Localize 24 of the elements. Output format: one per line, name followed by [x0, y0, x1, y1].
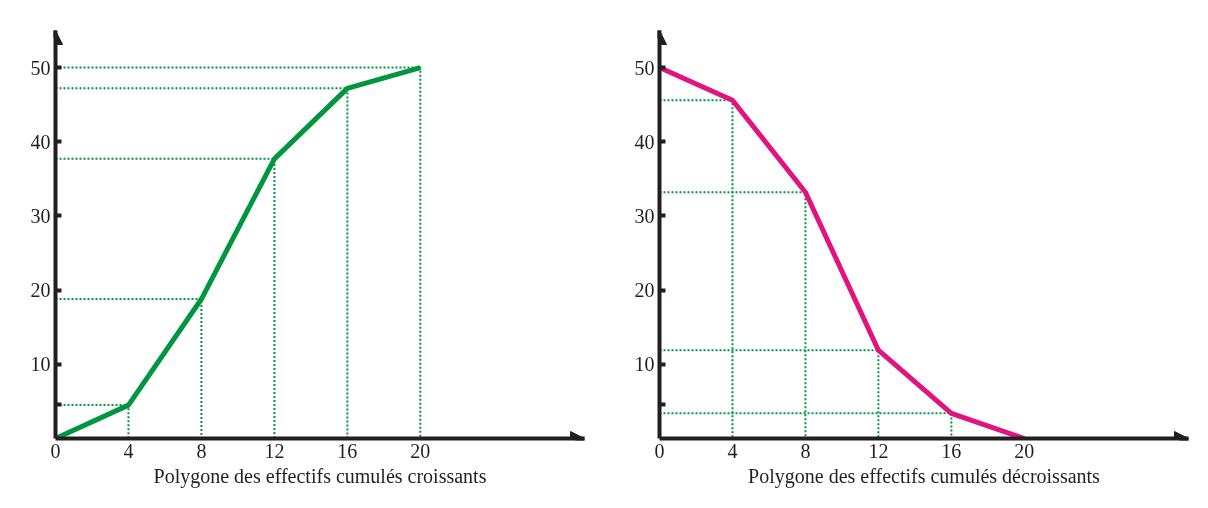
y-tick-label: 20	[634, 279, 655, 302]
x-tick-label: 0	[50, 439, 61, 462]
x-tick-label: 8	[196, 439, 207, 462]
y-tick-label: 50	[30, 56, 51, 79]
x-tick-label: 20	[410, 439, 431, 462]
y-tick-label: 20	[30, 279, 51, 302]
x-tick-label: 16	[337, 439, 358, 462]
x-axis-title: Polygone des effectifs cumulés croissants	[153, 464, 487, 488]
y-tick-label: 30	[30, 204, 51, 227]
x-tick-label: 16	[941, 439, 962, 462]
x-tick-label: 8	[800, 439, 811, 462]
y-tick-label: 40	[30, 130, 51, 153]
x-axis-title: Polygone des effectifs cumulés décroissants	[748, 464, 1101, 488]
y-tick-label: 50	[634, 56, 655, 79]
x-tick-label: 12	[868, 439, 889, 462]
y-tick-label: 10	[634, 353, 655, 376]
y-tick-label: 40	[634, 130, 655, 153]
y-tick-label: 10	[30, 353, 51, 376]
x-tick-label: 4	[123, 439, 134, 462]
x-tick-label: 0	[654, 439, 665, 462]
y-tick-label: 30	[634, 204, 655, 227]
x-tick-label: 20	[1014, 439, 1035, 462]
x-tick-label: 12	[264, 439, 285, 462]
x-tick-label: 4	[727, 439, 738, 462]
